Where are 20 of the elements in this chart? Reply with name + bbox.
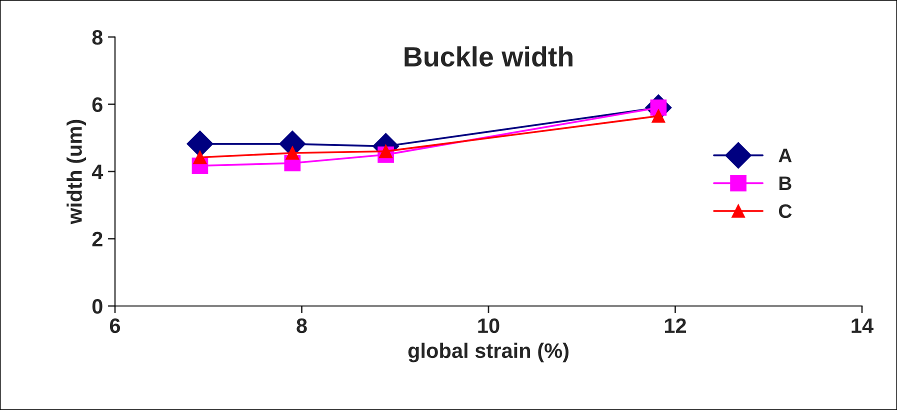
point	[652, 109, 666, 123]
x-tick-label: 12	[664, 318, 686, 333]
legend-label: B	[779, 176, 792, 190]
x-tick-label: 14	[852, 318, 874, 333]
point	[379, 144, 393, 158]
legend-label: A	[778, 148, 792, 162]
x-tick-label: 6	[110, 318, 120, 334]
y-tick-label: 6	[92, 97, 102, 112]
y-axis-title: width (um)	[66, 120, 86, 224]
point	[286, 146, 300, 160]
x-tick-label: 8	[296, 318, 307, 334]
point	[193, 150, 207, 164]
y-tick-label: 4	[92, 164, 104, 180]
legend-label: C	[778, 204, 792, 218]
y-tick-label: 2	[92, 232, 102, 246]
y-tick-label: 8	[92, 30, 103, 45]
chart-title: Buckle width	[404, 46, 572, 67]
x-axis-title: global strain (%)	[408, 342, 568, 362]
y-tick-label: 0	[92, 299, 102, 314]
x-tick-label: 10	[478, 318, 500, 334]
